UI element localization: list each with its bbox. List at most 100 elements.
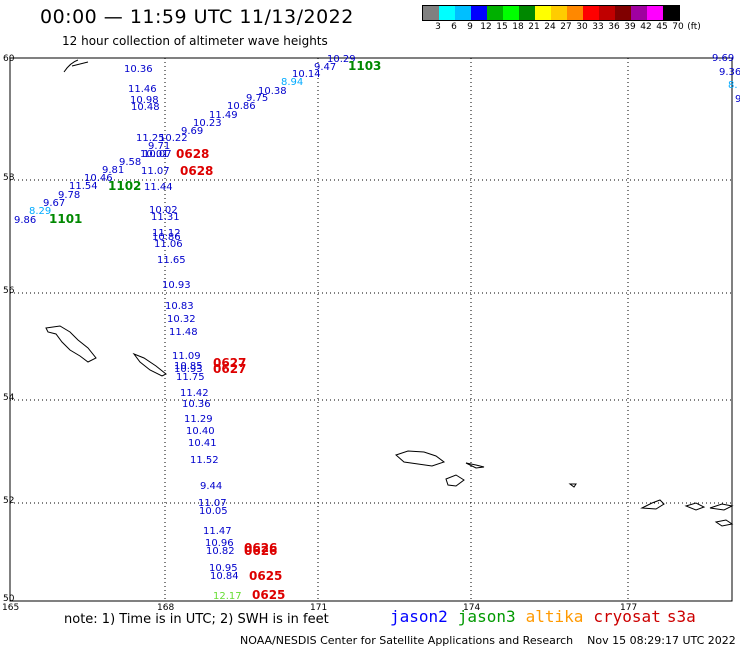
legend-swatch [615,6,631,20]
legend-swatch [487,6,503,20]
observation-label: 10.23 [193,118,222,129]
satellite-s3a: s3a [666,607,696,626]
legend-swatch [471,6,487,20]
observation-label: 11.47 [203,526,232,537]
legend-swatch [535,6,551,20]
lat-tick-58: 58 [3,173,15,183]
coast-shemya [465,462,485,469]
coast-bering-island [45,325,97,363]
observation-label: 11.75 [176,372,205,383]
observation-label: 10.38 [258,86,287,97]
coast-agattu [445,474,465,487]
observation-label: 9.86 [14,215,36,226]
footnote: note: 1) Time is in UTC; 2) SWH is in fe… [64,612,329,627]
observation-label: 10.95 [209,563,238,574]
observation-label: 10.96 [205,538,234,549]
observation-label: 10.02 [149,205,178,216]
observation-label: 10.05 [199,506,228,517]
legend-swatch [567,6,583,20]
track-time-label: 0626 [244,541,277,555]
track-time-label: 1102 [108,179,141,193]
page-subtitle: 12 hour collection of altimeter wave hei… [62,34,328,48]
lat-tick-labels: 60 58 56 54 52 50 [3,54,15,604]
observation-label: 11.12 [152,228,181,239]
legend-label: (ft) [687,22,701,32]
observation-label: 10.14 [292,69,321,80]
observation-label: 9.47 [314,62,336,73]
lat-tick-60: 60 [3,54,15,64]
observation-label: 10.82 [206,546,235,557]
lon-tick-168: 168 [157,603,174,613]
track-time-label: 0626 [244,544,277,558]
observation-label: 10.40 [186,426,215,437]
page-title: 00:00 — 11:59 UTC 11/13/2022 [40,6,354,28]
observation-label: 11.07 [141,166,170,177]
observation-label: 10.85 [174,361,203,372]
observation-label: 11.42 [180,388,209,399]
credit-line: NOAA/NESDIS Center for Satellite Applica… [240,634,736,647]
legend-swatch [455,6,471,20]
observation-label: 10.93 [162,280,191,291]
observation-label: 10.86 [152,232,181,243]
observation-label: 9.71 [148,141,170,152]
legend-label: 9 [467,22,473,32]
lon-tick-171: 171 [310,603,327,613]
coast-rat-islands-1 [640,499,665,510]
observation-label: 9.36 [719,67,740,78]
observation-label: 11.29 [184,414,213,425]
coastlines [45,59,734,527]
wave-height-observations: 10.299.4710.148.9410.389.7510.8611.4910.… [14,53,740,602]
observation-label: 9.44 [200,481,222,492]
legend-swatch [663,6,679,20]
legend-swatch [583,6,599,20]
legend-label: 24 [544,22,556,32]
observation-label: 11.52 [190,455,219,466]
track-time-label: 0627 [213,356,246,370]
legend-label: 15 [496,22,508,32]
observation-label: 8.94 [281,77,303,88]
legend-swatch [631,6,647,20]
map-frame [9,57,733,602]
observation-label: 9.69 [712,53,734,64]
legend-swatch [439,6,455,20]
legend-label: 42 [640,22,652,32]
observation-label: 8. [728,80,738,91]
legend-label: 30 [576,22,588,32]
track-time-label: 0625 [249,569,282,583]
observation-label: 11.48 [169,327,198,338]
observation-label: 8.29 [29,206,51,217]
observation-label: 11.31 [151,212,180,223]
legend-label: 39 [624,22,636,32]
legend-swatch [647,6,663,20]
legend-swatch [503,6,519,20]
observation-label: 12.17 [213,591,242,602]
legend-label: 70 [672,22,684,32]
observation-label: 11.07 [198,498,227,509]
observation-label: 11.09 [172,351,201,362]
observation-label: 9 [735,94,740,105]
observation-label: 10.83 [165,301,194,312]
track-time-labels: 1103062806281102110106270627062606260625… [49,59,381,602]
observation-label: 11.25 [136,133,165,144]
coast-kamchatka [63,59,89,73]
observation-label: 11.44 [144,182,173,193]
observation-label: 9.67 [43,198,65,209]
lon-tick-165: 165 [2,603,19,613]
track-time-label: 1103 [348,59,381,73]
satellite-jason3: jason3 [457,607,516,626]
observation-label: 10.32 [167,314,196,325]
coast-rat-islands-3 [709,503,734,511]
lat-tick-56: 56 [3,286,15,296]
legend-swatch [599,6,615,20]
lat-tick-54: 54 [3,393,15,403]
lat-tick-52: 52 [3,496,14,506]
legend-swatch [423,6,439,20]
legend-labels: 3 6 9 12 15 18 21 24 27 30 33 36 39 42 45 70 (ft) [422,21,701,35]
track-time-label: 0628 [180,164,213,178]
coast-rat-islands-4 [714,519,734,527]
satellite-list: jason2 jason3 altika cryosat s3a [390,607,706,626]
observation-label: 10.36 [124,64,153,75]
track-time-label: 1101 [49,212,82,226]
observation-label: 10.29 [327,54,356,65]
